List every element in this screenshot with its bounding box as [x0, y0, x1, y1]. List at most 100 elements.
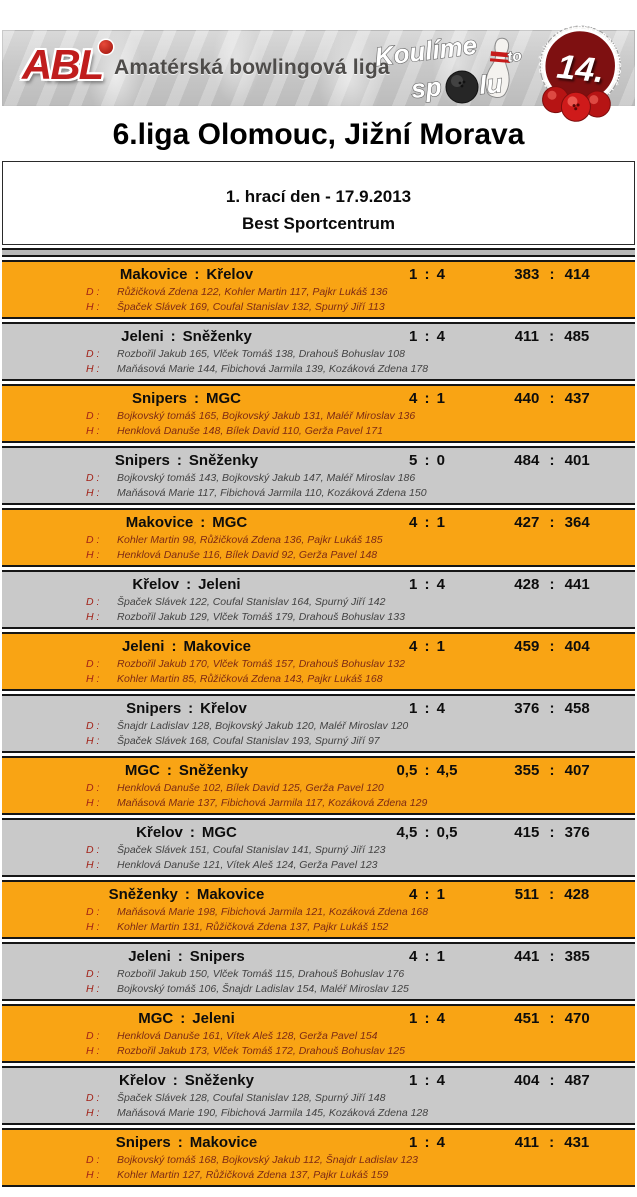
- away-row-label: H :: [86, 858, 100, 871]
- match-pins-score: 383 : 414: [514, 266, 590, 283]
- match-pins-score: 511 : 428: [514, 886, 590, 903]
- teams-separator: :: [171, 638, 177, 655]
- away-players-scores: Kohler Martin 127, Růžičková Zdena 137, …: [117, 1168, 389, 1181]
- home-row-label: D :: [86, 1092, 100, 1104]
- teams-separator: :: [177, 948, 183, 965]
- home-players-row: D : Špaček Slávek 128, Coufal Stanislav …: [2, 1091, 635, 1106]
- teams-separator: :: [184, 886, 190, 903]
- home-players-scores: Bojkovský tomáš 168, Bojkovský Jakub 112…: [117, 1154, 418, 1166]
- match-teams: MGC: Jeleni: [2, 1010, 371, 1027]
- teams-separator: :: [177, 1134, 183, 1151]
- match-pins-score: 411 : 485: [514, 328, 590, 345]
- match-header: MGC: Jeleni 1 : 4 451 : 470: [2, 1008, 635, 1029]
- away-team-name: MGC: [212, 514, 248, 531]
- teams-separator: :: [186, 576, 192, 593]
- event-info-box: 1. hrací den - 17.9.2013 Best Sportcentr…: [2, 161, 635, 245]
- away-team-name: MGC: [206, 390, 242, 407]
- teams-separator: :: [176, 452, 182, 469]
- away-players-row: H : Kohler Martin 85, Růžičková Zdena 14…: [2, 672, 635, 687]
- match-pins-score: 355 : 407: [514, 762, 590, 779]
- away-team-name: Křelov: [206, 266, 254, 283]
- match-teams: Snipers: Sněženky: [2, 452, 371, 469]
- home-team-name: Jeleni: [121, 328, 164, 345]
- home-players-row: D : Špaček Slávek 151, Coufal Stanislav …: [2, 843, 635, 858]
- match-points-score: 1 : 4: [408, 576, 445, 593]
- match-block: Snipers: MGC 4 : 1 440 : 437 D : Bojkovsk…: [2, 384, 635, 443]
- match-block: Snipers: Křelov 1 : 4 376 : 458 D : Šnajd…: [2, 694, 635, 753]
- home-players-row: D : Šnajdr Ladislav 128, Bojkovský Jakub…: [2, 719, 635, 734]
- home-team-name: Snipers: [131, 390, 188, 407]
- match-block: MGC: Sněženky 0,5 : 4,5 355 : 407 D : Hen…: [2, 756, 635, 815]
- home-team-name: Sněženky: [108, 886, 178, 903]
- home-team-name: Snipers: [126, 700, 182, 717]
- home-players-row: D : Bojkovský tomáš 165, Bojkovský Jakub…: [2, 409, 635, 424]
- away-players-scores: Maňásová Marie 117, Fibichová Jarmila 11…: [117, 486, 427, 499]
- teams-separator: :: [194, 266, 200, 283]
- home-players-scores: Šnajdr Ladislav 128, Bojkovský Jakub 120…: [117, 720, 409, 732]
- away-team-name: Křelov: [200, 700, 247, 717]
- home-players-scores: Bojkovský tomáš 143, Bojkovský Jakub 147…: [117, 472, 416, 484]
- home-players-scores: Rozbořil Jakub 165, Vlček Tomáš 138, Dra…: [117, 348, 405, 360]
- match-teams: Křelov: Sněženky: [2, 1072, 371, 1089]
- away-players-row: H : Maňásová Marie 190, Fibichová Jarmil…: [2, 1106, 635, 1121]
- away-players-scores: Kohler Martin 131, Růžičková Zdena 137, …: [117, 920, 389, 933]
- match-teams: Makovice: MGC: [2, 514, 371, 531]
- teams-separator: :: [172, 1072, 178, 1089]
- match-header: Jeleni: Sněženky 1 : 4 411 : 485: [2, 326, 635, 347]
- match-block: Makovice: Křelov 1 : 4 383 : 414 D : Růži…: [2, 260, 635, 319]
- away-row-label: H :: [86, 1168, 100, 1181]
- home-team-name: MGC: [124, 762, 160, 779]
- match-block: Makovice: MGC 4 : 1 427 : 364 D : Kohler …: [2, 508, 635, 567]
- away-players-row: H : Maňásová Marie 144, Fibichová Jarmil…: [2, 362, 635, 377]
- match-pins-score: 376 : 458: [514, 700, 590, 717]
- match-pins-score: 440 : 437: [514, 390, 590, 407]
- home-team-name: Snipers: [115, 1134, 171, 1151]
- away-players-scores: Rozbořil Jakub 173, Vlček Tomáš 172, Dra…: [117, 1044, 405, 1057]
- match-teams: Jeleni: Makovice: [2, 638, 371, 655]
- home-row-label: D :: [86, 844, 100, 856]
- home-players-scores: Špaček Slávek 151, Coufal Stanislav 141,…: [117, 844, 386, 856]
- away-players-row: H : Bojkovský tomáš 106, Šnajdr Ladislav…: [2, 982, 635, 997]
- home-team-name: Snipers: [114, 452, 170, 469]
- match-teams: Jeleni: Sněženky: [2, 328, 371, 345]
- away-players-row: H : Rozbořil Jakub 173, Vlček Tomáš 172,…: [2, 1044, 635, 1059]
- home-row-label: D :: [86, 472, 100, 484]
- home-players-scores: Špaček Slávek 122, Coufal Stanislav 164,…: [117, 596, 386, 608]
- match-pins-score: 484 : 401: [514, 452, 590, 469]
- away-row-label: H :: [86, 610, 100, 623]
- home-players-row: D : Bojkovský tomáš 168, Bojkovský Jakub…: [2, 1153, 635, 1168]
- match-teams: Jeleni: Snipers: [2, 948, 371, 965]
- match-header: Snipers: Makovice 1 : 4 411 : 431: [2, 1132, 635, 1153]
- match-header: Snipers: Křelov 1 : 4 376 : 458: [2, 698, 635, 719]
- match-points-score: 5 : 0: [408, 452, 445, 469]
- match-block: Jeleni: Snipers 4 : 1 441 : 385 D : Rozbo…: [2, 942, 635, 1001]
- away-players-row: H : Henklová Danuše 121, Vítek Aleš 124,…: [2, 858, 635, 873]
- away-players-row: H : Maňásová Marie 117, Fibichová Jarmil…: [2, 486, 635, 501]
- home-row-label: D :: [86, 286, 100, 298]
- match-header: Křelov: MGC 4,5 : 0,5 415 : 376: [2, 822, 635, 843]
- match-pins-score: 428 : 441: [514, 576, 590, 593]
- home-players-scores: Špaček Slávek 128, Coufal Stanislav 128,…: [117, 1092, 386, 1104]
- home-players-scores: Henklová Danuše 102, Bílek David 125, Ge…: [117, 782, 384, 794]
- match-header: Křelov: Sněženky 1 : 4 404 : 487: [2, 1070, 635, 1091]
- match-teams: Křelov: MGC: [2, 824, 371, 841]
- home-row-label: D :: [86, 720, 100, 732]
- match-points-score: 1 : 4: [408, 1134, 445, 1151]
- match-block: Jeleni: Makovice 4 : 1 459 : 404 D : Rozb…: [2, 632, 635, 691]
- match-teams: Snipers: Křelov: [2, 700, 371, 717]
- away-team-name: Makovice: [183, 638, 252, 655]
- match-block: Křelov: MGC 4,5 : 0,5 415 : 376 D : Špače…: [2, 818, 635, 877]
- home-players-row: D : Henklová Danuše 161, Vítek Aleš 128,…: [2, 1029, 635, 1044]
- away-row-label: H :: [86, 486, 100, 499]
- away-row-label: H :: [86, 300, 100, 313]
- match-header: Snipers: Sněženky 5 : 0 484 : 401: [2, 450, 635, 471]
- home-row-label: D :: [86, 1030, 100, 1042]
- match-points-score: 4 : 1: [408, 886, 445, 903]
- home-players-scores: Bojkovský tomáš 165, Bojkovský Jakub 131…: [117, 410, 416, 422]
- away-team-name: Snipers: [189, 948, 245, 965]
- home-players-scores: Rozbořil Jakub 150, Vlček Tomáš 115, Dra…: [117, 968, 405, 980]
- match-header: Makovice: Křelov 1 : 4 383 : 414: [2, 264, 635, 285]
- away-players-row: H : Rozbořil Jakub 129, Vlček Tomáš 179,…: [2, 610, 635, 625]
- match-points-score: 1 : 4: [408, 328, 445, 345]
- away-row-label: H :: [86, 672, 100, 685]
